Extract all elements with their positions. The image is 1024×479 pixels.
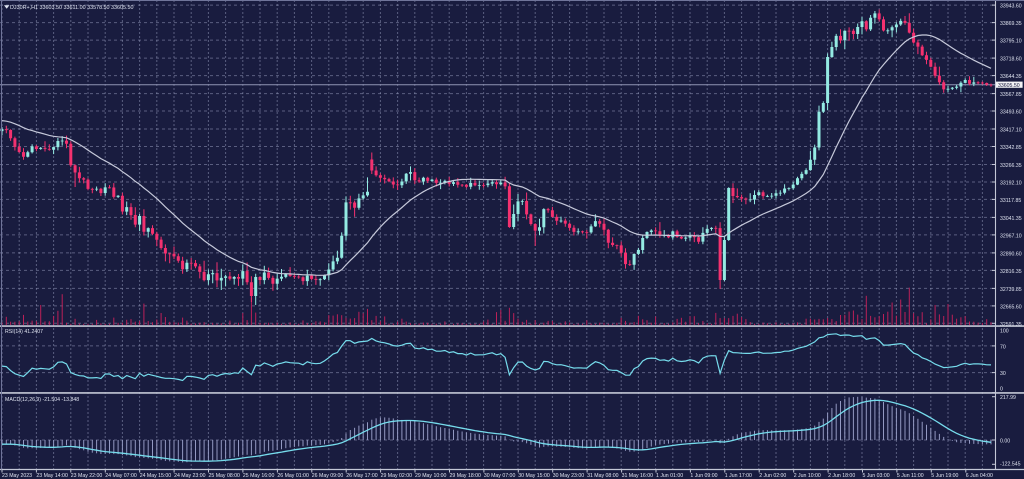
svg-text:0: 0 — [1000, 386, 1003, 392]
svg-text:32665.60: 32665.60 — [1000, 304, 1022, 310]
svg-text:33117.85: 33117.85 — [1000, 198, 1021, 204]
svg-text:100: 100 — [1000, 328, 1009, 334]
svg-text:29 May 10:00: 29 May 10:00 — [415, 473, 447, 479]
svg-text:33567.85: 33567.85 — [1000, 92, 1022, 98]
svg-text:33417.10: 33417.10 — [1000, 128, 1022, 134]
svg-text:-122.545: -122.545 — [1000, 461, 1021, 467]
svg-text:32591.35: 32591.35 — [1000, 322, 1022, 328]
svg-text:1 Jun 17:00: 1 Jun 17:00 — [725, 473, 752, 479]
svg-text:33869.35: 33869.35 — [1000, 21, 1022, 27]
svg-text:29 May 02:00: 29 May 02:00 — [381, 473, 413, 479]
svg-text:2 Jun 10:00: 2 Jun 10:00 — [794, 473, 821, 479]
svg-text:33943.60: 33943.60 — [1000, 4, 1022, 10]
svg-text:1 Jun 01:00: 1 Jun 01:00 — [656, 473, 683, 479]
svg-text:70: 70 — [1000, 344, 1006, 350]
svg-text:29 May 18:00: 29 May 18:00 — [450, 473, 482, 479]
svg-text:MACD(12,26,9) -21.504 -13.848: MACD(12,26,9) -21.504 -13.848 — [5, 397, 79, 403]
svg-text:26 May 09:00: 26 May 09:00 — [312, 473, 344, 479]
svg-text:33192.10: 33192.10 — [1000, 181, 1022, 187]
svg-text:23 May 2023: 23 May 2023 — [2, 473, 32, 479]
svg-text:5 Jun 11:00: 5 Jun 11:00 — [897, 473, 924, 479]
svg-text:23 May 22:00: 23 May 22:00 — [71, 473, 103, 479]
svg-text:30 May 07:00: 30 May 07:00 — [484, 473, 516, 479]
svg-text:5 Jun 19:00: 5 Jun 19:00 — [931, 473, 958, 479]
svg-text:32816.35: 32816.35 — [1000, 269, 1022, 275]
svg-text:2 Jun 02:00: 2 Jun 02:00 — [759, 473, 786, 479]
svg-text:32967.10: 32967.10 — [1000, 233, 1022, 239]
svg-text:25 May 16:00: 25 May 16:00 — [243, 473, 275, 479]
svg-text:DJ30R+,H1 33603.50 33611.00 33: DJ30R+,H1 33603.50 33611.00 33578.50 336… — [10, 5, 134, 11]
svg-text:33644.35: 33644.35 — [1000, 74, 1022, 80]
svg-text:0.00: 0.00 — [1000, 439, 1010, 445]
svg-text:23 May 14:00: 23 May 14:00 — [36, 473, 68, 479]
svg-text:30 May 23:00: 30 May 23:00 — [553, 473, 585, 479]
svg-text:31 May 08:00: 31 May 08:00 — [587, 473, 619, 479]
svg-text:5 Jun 03:00: 5 Jun 03:00 — [863, 473, 890, 479]
svg-text:24 May 15:00: 24 May 15:00 — [140, 473, 172, 479]
svg-text:26 May 17:00: 26 May 17:00 — [346, 473, 378, 479]
svg-text:2 Jun 18:00: 2 Jun 18:00 — [828, 473, 855, 479]
svg-text:26 May 01:00: 26 May 01:00 — [277, 473, 309, 479]
svg-text:33342.85: 33342.85 — [1000, 145, 1022, 151]
svg-text:33493.60: 33493.60 — [1000, 110, 1022, 116]
svg-text:6 Jun 04:00: 6 Jun 04:00 — [966, 473, 993, 479]
svg-text:25 May 08:00: 25 May 08:00 — [209, 473, 241, 479]
svg-text:217.99: 217.99 — [1000, 395, 1016, 401]
svg-text:30: 30 — [1000, 371, 1006, 377]
svg-text:24 May 07:00: 24 May 07:00 — [105, 473, 137, 479]
svg-text:31 May 16:00: 31 May 16:00 — [622, 473, 654, 479]
svg-text:33795.10: 33795.10 — [1000, 39, 1022, 45]
svg-text:30 May 15:00: 30 May 15:00 — [518, 473, 550, 479]
svg-text:32890.60: 32890.60 — [1000, 251, 1022, 257]
svg-text:33718.60: 33718.60 — [1000, 57, 1022, 63]
svg-text:RSI(14) 41.2407: RSI(14) 41.2407 — [5, 329, 43, 335]
svg-text:32739.85: 32739.85 — [1000, 287, 1022, 293]
svg-text:24 May 23:00: 24 May 23:00 — [174, 473, 206, 479]
svg-text:33041.35: 33041.35 — [1000, 216, 1022, 222]
svg-text:33605.50: 33605.50 — [998, 83, 1020, 89]
svg-text:1 Jun 09:00: 1 Jun 09:00 — [690, 473, 717, 479]
svg-text:33266.35: 33266.35 — [1000, 163, 1022, 169]
